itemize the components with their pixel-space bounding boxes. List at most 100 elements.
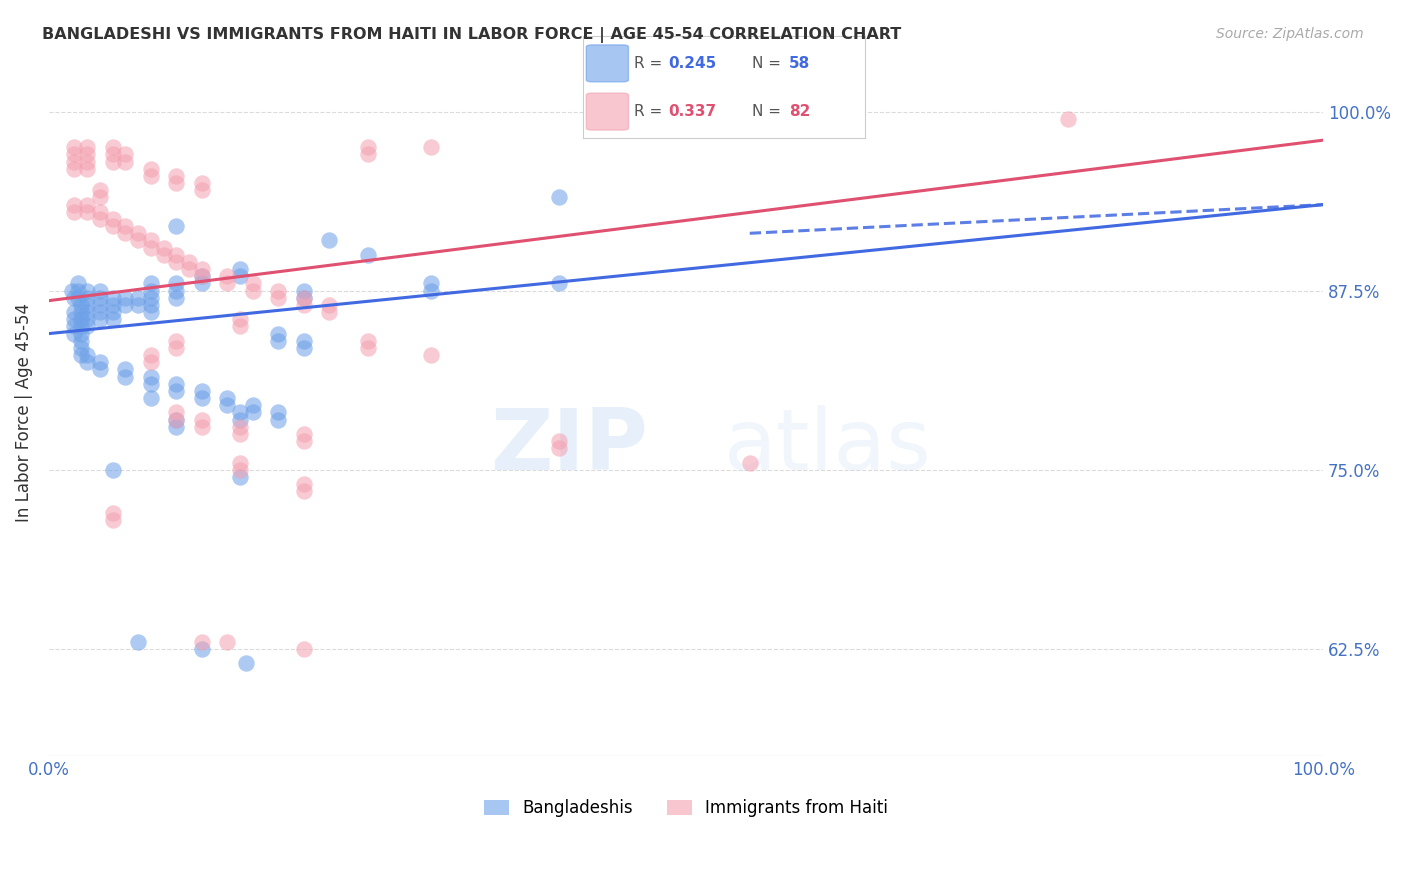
Text: 0.245: 0.245 — [668, 56, 716, 70]
FancyBboxPatch shape — [586, 93, 628, 130]
Point — [547, 441, 569, 455]
Text: atlas: atlas — [724, 405, 932, 488]
Point — [165, 176, 187, 190]
Point — [356, 140, 378, 154]
Point — [229, 426, 252, 441]
Point — [356, 248, 378, 262]
Point — [114, 154, 136, 169]
Point — [165, 419, 187, 434]
Text: N =: N = — [752, 56, 786, 70]
Point — [191, 277, 214, 291]
Text: N =: N = — [752, 104, 786, 120]
Point — [101, 463, 124, 477]
Point — [139, 291, 162, 305]
Point — [165, 384, 187, 398]
Point — [267, 412, 290, 426]
Point — [76, 161, 98, 176]
Point — [139, 355, 162, 369]
Point — [229, 269, 252, 284]
Point — [69, 312, 91, 326]
Text: ZIP: ZIP — [491, 405, 648, 488]
Point — [69, 334, 91, 348]
Point — [63, 204, 86, 219]
Point — [67, 291, 90, 305]
Text: R =: R = — [634, 104, 668, 120]
Point — [139, 376, 162, 391]
Point — [191, 176, 214, 190]
Point — [69, 341, 91, 355]
Point — [63, 161, 86, 176]
Point — [60, 284, 83, 298]
Point — [114, 219, 136, 234]
Point — [63, 291, 86, 305]
Text: BANGLADESHI VS IMMIGRANTS FROM HAITI IN LABOR FORCE | AGE 45-54 CORRELATION CHAR: BANGLADESHI VS IMMIGRANTS FROM HAITI IN … — [42, 27, 901, 43]
Point — [139, 277, 162, 291]
Point — [76, 197, 98, 211]
Point — [101, 211, 124, 226]
Point — [547, 434, 569, 448]
Point — [191, 419, 214, 434]
Point — [101, 312, 124, 326]
Point — [139, 391, 162, 405]
Point — [803, 104, 825, 119]
Point — [165, 284, 187, 298]
Point — [292, 334, 315, 348]
Point — [89, 183, 111, 197]
Point — [217, 634, 239, 648]
Point — [292, 291, 315, 305]
Point — [165, 277, 187, 291]
Point — [69, 305, 91, 319]
Point — [114, 298, 136, 312]
Point — [229, 470, 252, 484]
Point — [242, 284, 264, 298]
Point — [63, 326, 86, 341]
Point — [63, 312, 86, 326]
Point — [76, 291, 98, 305]
Point — [242, 405, 264, 419]
Point — [191, 262, 214, 277]
Point — [69, 298, 91, 312]
Point — [318, 305, 340, 319]
Point — [267, 284, 290, 298]
Point — [191, 183, 214, 197]
Point — [292, 284, 315, 298]
Point — [76, 312, 98, 326]
Point — [165, 219, 187, 234]
Point — [101, 305, 124, 319]
Point — [229, 312, 252, 326]
Point — [127, 291, 149, 305]
Point — [235, 656, 257, 670]
Text: Source: ZipAtlas.com: Source: ZipAtlas.com — [1216, 27, 1364, 41]
Point — [69, 326, 91, 341]
Point — [139, 369, 162, 384]
Point — [76, 204, 98, 219]
Point — [191, 384, 214, 398]
Point — [101, 291, 124, 305]
Point — [114, 227, 136, 241]
Point — [67, 284, 90, 298]
Point — [292, 426, 315, 441]
Point — [191, 641, 214, 656]
Point — [420, 284, 443, 298]
Point — [165, 412, 187, 426]
Point — [229, 262, 252, 277]
Point — [139, 169, 162, 183]
Point — [229, 412, 252, 426]
Point — [179, 255, 201, 269]
Point — [292, 341, 315, 355]
Point — [738, 456, 761, 470]
Point — [63, 197, 86, 211]
Point — [318, 298, 340, 312]
Point — [127, 634, 149, 648]
Point — [89, 204, 111, 219]
Point — [101, 506, 124, 520]
Point — [76, 298, 98, 312]
Point — [139, 298, 162, 312]
Point — [292, 291, 315, 305]
Point — [165, 376, 187, 391]
Point — [63, 305, 86, 319]
Point — [101, 298, 124, 312]
Point — [139, 305, 162, 319]
Point — [292, 484, 315, 499]
Point — [76, 147, 98, 161]
